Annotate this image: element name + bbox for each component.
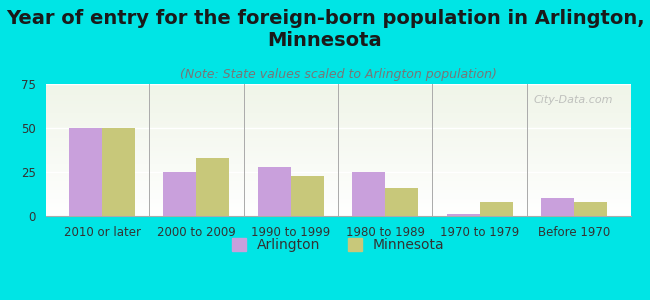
- Bar: [69, 128, 102, 216]
- Bar: [196, 158, 229, 216]
- Bar: [447, 214, 480, 216]
- Legend: Arlington, Minnesota: Arlington, Minnesota: [225, 231, 451, 259]
- Bar: [574, 202, 607, 216]
- Bar: [291, 176, 324, 216]
- Bar: [480, 202, 513, 216]
- Bar: [258, 167, 291, 216]
- Bar: [102, 128, 135, 216]
- Title: (Note: State values scaled to Arlington population): (Note: State values scaled to Arlington …: [179, 68, 497, 81]
- Text: City-Data.com: City-Data.com: [534, 94, 613, 105]
- Bar: [385, 188, 418, 216]
- Bar: [541, 198, 574, 216]
- Bar: [352, 172, 385, 216]
- Bar: [163, 172, 196, 216]
- Text: Year of entry for the foreign-born population in Arlington,
Minnesota: Year of entry for the foreign-born popul…: [6, 9, 644, 50]
